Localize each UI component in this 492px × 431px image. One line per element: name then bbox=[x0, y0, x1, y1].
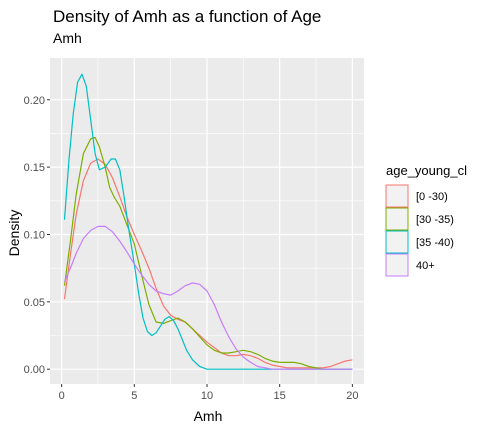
y-axis-title: Density bbox=[6, 210, 22, 257]
legend: age_young_cl [0 -30) [30 -35) [35 -40) 40+ bbox=[385, 163, 467, 277]
plot-panel bbox=[50, 58, 364, 384]
x-tick-label: 10 bbox=[201, 390, 213, 402]
legend-title: age_young_cl bbox=[386, 163, 467, 178]
x-tick-label: 15 bbox=[274, 390, 286, 402]
x-tick-label: 20 bbox=[346, 390, 358, 402]
legend-key-3 bbox=[385, 253, 409, 277]
chart-title: Density of Amh as a function of Age bbox=[53, 7, 321, 26]
series-line-2 bbox=[63, 73, 353, 370]
y-tick-label: 0.00 bbox=[24, 364, 45, 376]
series-line-3 bbox=[63, 225, 353, 370]
x-tick-label: 5 bbox=[131, 390, 137, 402]
y-tick-label: 0.10 bbox=[24, 229, 45, 241]
legend-label: [35 -40) bbox=[416, 237, 454, 249]
chart-subtitle: Amh bbox=[53, 30, 82, 46]
x-axis-title: Amh bbox=[194, 408, 223, 424]
y-tick-label: 0.05 bbox=[24, 297, 45, 309]
legend-label: [0 -30) bbox=[416, 191, 448, 203]
legend-key-1 bbox=[385, 207, 409, 231]
y-tick-label: 0.20 bbox=[24, 95, 45, 107]
legend-label: [30 -35) bbox=[416, 214, 454, 226]
x-axis: 0 5 10 15 20 bbox=[59, 384, 358, 402]
legend-label: 40+ bbox=[416, 260, 435, 272]
x-tick-label: 0 bbox=[59, 390, 65, 402]
legend-key-0 bbox=[385, 184, 409, 208]
y-tick-label: 0.15 bbox=[24, 162, 45, 174]
y-axis: 0.00 0.05 0.10 0.15 0.20 bbox=[24, 95, 50, 376]
legend-key-2 bbox=[385, 230, 409, 254]
series-line-0 bbox=[63, 158, 353, 369]
